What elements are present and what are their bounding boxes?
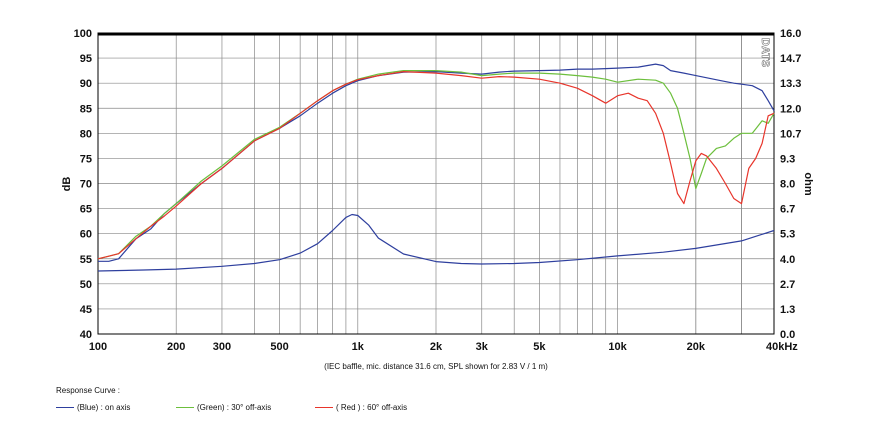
grid [98, 33, 774, 334]
legend-item-red: ( Red ) : 60° off-axis [315, 403, 407, 412]
y-left-tick-label: 45 [80, 304, 92, 316]
y-left-tick-labels: 40 45 50 55 60 65 70 75 80 85 90 95 100 [74, 28, 92, 341]
legend-label-red: ( Red ) : 60° off-axis [336, 403, 408, 412]
y-left-tick-label: 65 [80, 204, 92, 216]
x-tick-label: 2k [430, 341, 443, 353]
y-right-tick-label: 1.3 [780, 304, 795, 316]
legend-swatch-green [176, 407, 194, 408]
legend-item-blue: (Blue) : on axis [56, 403, 130, 412]
dats-watermark: DATS [759, 38, 771, 67]
y-left-tick-label: 95 [80, 53, 92, 65]
y-left-tick-label: 100 [74, 28, 92, 40]
y-left-tick-label: 85 [80, 103, 92, 115]
y-left-tick-label: 80 [80, 128, 92, 140]
x-tick-label: 3k [476, 341, 489, 353]
x-tick-label: 5k [533, 341, 546, 353]
legend-title: Response Curve : [56, 386, 121, 395]
y-left-tick-label: 55 [80, 254, 92, 266]
x-tick-label: 40kHz [766, 341, 798, 353]
x-tick-label: 500 [270, 341, 288, 353]
y-right-tick-label: 8.0 [780, 179, 795, 191]
legend-swatch-red [315, 407, 333, 408]
y-left-tick-label: 75 [80, 153, 92, 165]
y-left-tick-label: 70 [80, 179, 92, 191]
measurement-note: (IEC baffle, mic. distance 31.6 cm, SPL … [324, 362, 548, 371]
x-tick-labels: 100 200 300 500 1k 2k 3k 5k 10k 20k 40kHz [89, 341, 798, 353]
legend-label-green: (Green) : 30° off-axis [197, 403, 272, 412]
y-right-axis-title: ohm [802, 172, 814, 195]
legend-swatch-blue [56, 407, 74, 408]
x-tick-label: 200 [167, 341, 185, 353]
legend-item-green: (Green) : 30° off-axis [176, 403, 271, 412]
y-left-axis-title: dB [61, 177, 73, 192]
series-60-off-axis [97, 70, 775, 260]
y-right-tick-label: 5.3 [780, 229, 795, 241]
y-right-tick-label: 9.3 [780, 153, 795, 165]
y-right-tick-labels: 0.0 1.3 2.7 4.0 5.3 6.7 8.0 9.3 10.7 12.0 13.3 14.7… [780, 28, 801, 341]
y-right-tick-label: 16.0 [780, 28, 801, 40]
y-right-tick-label: 2.7 [780, 279, 795, 291]
y-left-tick-label: 40 [80, 329, 92, 341]
y-right-tick-label: 4.0 [780, 254, 795, 266]
legend-label-blue: (Blue) : on axis [77, 403, 131, 412]
y-right-tick-label: 13.3 [780, 78, 801, 90]
x-tick-label: 300 [213, 341, 231, 353]
y-right-tick-label: 12.0 [780, 103, 801, 115]
y-right-tick-label: 6.7 [780, 204, 795, 216]
x-tick-label: 20k [687, 341, 706, 353]
series-impedance [97, 213, 775, 272]
y-right-tick-label: 14.7 [780, 53, 801, 65]
series-lines [97, 63, 775, 272]
x-tick-label: 100 [89, 341, 107, 353]
x-tick-label: 10k [608, 341, 627, 353]
y-left-tick-label: 60 [80, 229, 92, 241]
y-left-tick-label: 50 [80, 279, 92, 291]
y-right-tick-label: 10.7 [780, 128, 801, 140]
x-tick-label: 1k [352, 341, 365, 353]
y-left-tick-label: 90 [80, 78, 92, 90]
y-right-tick-label: 0.0 [780, 329, 795, 341]
series-30-off-axis [97, 69, 775, 260]
